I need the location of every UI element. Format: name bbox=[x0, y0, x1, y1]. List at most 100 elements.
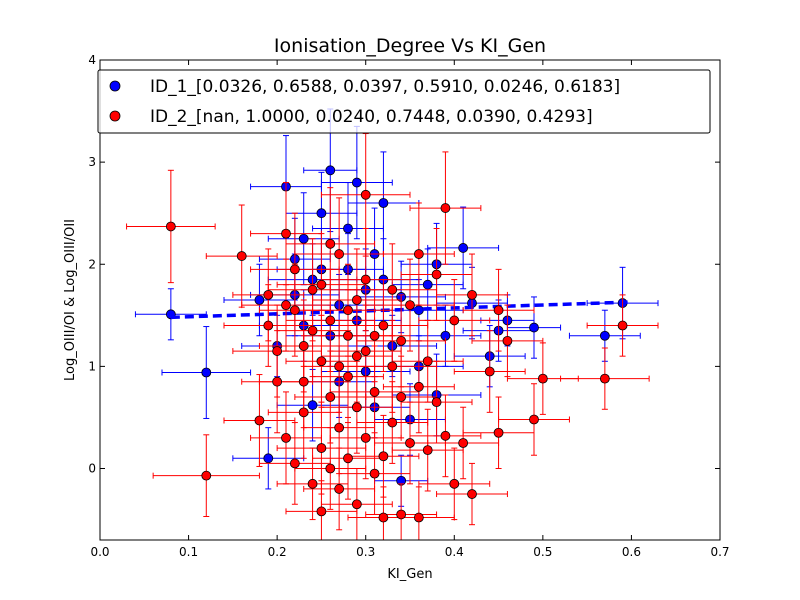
data-point-s2-p56 bbox=[484, 366, 495, 377]
data-point-s1-p28 bbox=[529, 322, 539, 333]
data-point-s2-p64 bbox=[281, 228, 291, 239]
data-point-s2-p65 bbox=[298, 376, 309, 387]
data-point-s2-p51 bbox=[449, 315, 460, 326]
data-point-s2-p55 bbox=[467, 489, 477, 499]
data-point-s2-p34 bbox=[378, 320, 389, 331]
data-point-s2-p60 bbox=[529, 414, 539, 425]
data-point-s1-p20 bbox=[422, 279, 433, 290]
data-point-s2-p45 bbox=[422, 356, 433, 367]
data-point-s2-p79 bbox=[325, 463, 336, 474]
axis-ticks: 0.0 0.1 0.2 0.3 0.4 0.5 0.6 0.7 0 1 2 3 4 bbox=[88, 53, 729, 559]
data-point-s2-p4 bbox=[254, 415, 265, 426]
data-point-s2-p50 bbox=[440, 430, 451, 441]
data-point-s2-p9 bbox=[289, 264, 300, 275]
data-point-s2-p47 bbox=[431, 269, 442, 280]
x-tick-label: 0.0 bbox=[90, 545, 109, 559]
data-point-s2-p17 bbox=[316, 506, 327, 517]
data-point-s2-p41 bbox=[405, 300, 415, 311]
data-point-s2-p67 bbox=[325, 238, 336, 249]
y-tick-label: 2 bbox=[88, 257, 96, 271]
data-point-s2-p61 bbox=[537, 373, 548, 384]
data-point-s2-p49 bbox=[440, 203, 451, 213]
data-point-s2-p37 bbox=[387, 361, 398, 372]
x-tick-label: 0.6 bbox=[622, 545, 641, 559]
data-point-s2-p68 bbox=[334, 361, 345, 372]
data-point-s1-p15 bbox=[378, 198, 389, 208]
data-point-s2-p6 bbox=[272, 376, 283, 387]
data-point-s2-p63 bbox=[617, 320, 628, 331]
data-point-s2-p75 bbox=[289, 305, 300, 316]
data-point-s1-p23 bbox=[458, 243, 469, 253]
data-point-s2-p74 bbox=[396, 392, 407, 402]
data-point-s2-p38 bbox=[387, 417, 398, 428]
data-point-s2-p12 bbox=[298, 407, 309, 418]
data-point-s2-p3 bbox=[236, 251, 247, 261]
data-point-s2-p52 bbox=[449, 478, 460, 489]
data-point-s2-p57 bbox=[493, 305, 504, 316]
data-point-s2-p78 bbox=[263, 289, 274, 300]
data-point-s2-p43 bbox=[413, 249, 424, 259]
data-point-s2-p15 bbox=[316, 356, 327, 367]
data-point-s1-p34 bbox=[343, 223, 353, 234]
x-tick-label: 0.7 bbox=[710, 545, 729, 559]
legend-box bbox=[97, 69, 711, 134]
y-tick-label: 4 bbox=[88, 53, 96, 67]
series-2-markers bbox=[165, 189, 628, 523]
data-point-s1-p9 bbox=[325, 165, 336, 176]
data-point-s2-p7 bbox=[281, 300, 291, 311]
data-point-s2-p21 bbox=[334, 422, 345, 433]
data-point-s2-p16 bbox=[316, 443, 327, 453]
data-point-s2-p23 bbox=[343, 330, 353, 341]
data-point-s2-p29 bbox=[360, 189, 371, 200]
data-point-s2-p36 bbox=[378, 512, 389, 523]
data-point-s2-p28 bbox=[351, 499, 362, 510]
data-point-s1-p3 bbox=[263, 453, 274, 464]
data-point-s2-p11 bbox=[298, 341, 309, 351]
data-point-s1-p6 bbox=[298, 233, 309, 244]
data-point-s1-p8 bbox=[316, 208, 327, 219]
data-point-s1-p2 bbox=[201, 367, 212, 378]
x-tick-label: 0.5 bbox=[533, 545, 552, 559]
legend-label-series-1: ID_1_[0.0326, 0.6588, 0.0397, 0.5910, 0.… bbox=[150, 77, 620, 97]
data-point-s2-p80 bbox=[413, 512, 424, 523]
data-point-s2-p27 bbox=[351, 402, 362, 413]
data-point-s2-p22 bbox=[334, 484, 345, 494]
data-point-s2-p30 bbox=[360, 346, 371, 356]
data-point-s2-p5 bbox=[263, 320, 274, 331]
data-point-s2-p62 bbox=[599, 373, 610, 384]
data-point-s2-p33 bbox=[369, 468, 380, 479]
data-point-s2-p46 bbox=[422, 445, 433, 456]
data-point-s2-p26 bbox=[351, 295, 362, 305]
x-tick-label: 0.3 bbox=[356, 545, 375, 559]
data-point-s2-p40 bbox=[396, 509, 407, 520]
x-tick-label: 0.2 bbox=[268, 545, 287, 559]
data-point-s2-p44 bbox=[413, 381, 424, 392]
data-point-s2-p1 bbox=[165, 221, 176, 232]
data-point-s2-p66 bbox=[307, 325, 318, 336]
data-point-s2-p48 bbox=[431, 397, 442, 408]
data-point-s2-p76 bbox=[316, 279, 327, 290]
x-tick-label: 0.4 bbox=[445, 545, 464, 559]
data-point-s2-p13 bbox=[307, 284, 318, 295]
y-axis-label: Log_OIII/OI & Log_OIII/OII bbox=[63, 219, 78, 381]
data-point-s2-p20 bbox=[334, 249, 345, 259]
data-point-s2-p25 bbox=[343, 453, 353, 464]
y-tick-label: 3 bbox=[88, 155, 96, 169]
data-point-s1-p46 bbox=[254, 295, 265, 305]
data-point-s2-p10 bbox=[289, 458, 300, 469]
legend-marker-series-2 bbox=[109, 110, 121, 122]
data-point-s1-p32 bbox=[307, 400, 318, 411]
data-point-s2-p2 bbox=[201, 470, 212, 481]
axes-frame bbox=[99, 59, 721, 541]
data-point-s2-p24 bbox=[343, 371, 353, 382]
y-tick-label: 1 bbox=[88, 359, 96, 373]
data-point-s2-p14 bbox=[307, 478, 318, 489]
data-point-s2-p77 bbox=[272, 346, 283, 356]
data-point-s2-p71 bbox=[360, 274, 371, 285]
data-point-s2-p70 bbox=[351, 351, 362, 362]
data-point-s2-p42 bbox=[405, 438, 415, 448]
data-point-s2-p19 bbox=[325, 392, 336, 402]
x-axis-label: KI_Gen bbox=[387, 567, 432, 582]
data-point-s2-p53 bbox=[458, 438, 469, 448]
